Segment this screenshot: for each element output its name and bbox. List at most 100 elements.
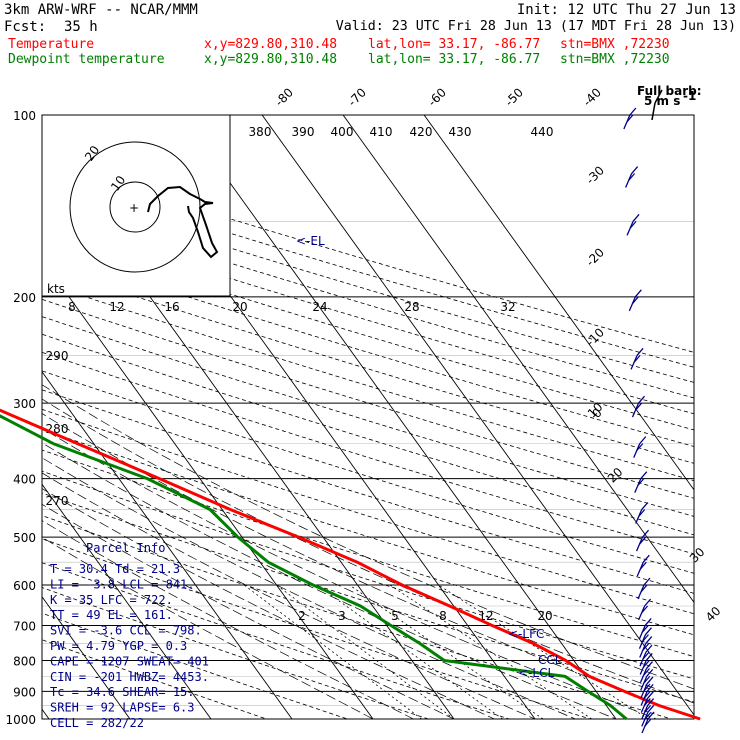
hodograph-speed-tick: 24 (312, 300, 327, 314)
wind-barb (637, 577, 651, 600)
theta-label: 410 (370, 125, 393, 139)
lfc-marker: <-LFC (508, 627, 544, 641)
isotherm (42, 483, 212, 719)
moist-adiabat (42, 427, 658, 719)
parcel-info-row: PW = 4.79 YGP = 0.3 (50, 639, 187, 653)
isotherm-label: -50 (502, 85, 526, 109)
barb-legend-value: 5 m s (644, 94, 680, 108)
wind-barb (635, 502, 649, 524)
dry-adiabat (42, 203, 694, 399)
theta-label: 400 (331, 125, 354, 139)
mixing-ratio-line (276, 584, 455, 719)
legend-dewpoint-xy: x,y=829.80,310.48 (204, 52, 338, 67)
wind-barb (641, 704, 655, 727)
el-marker: <-EL (296, 234, 325, 248)
dry-adiabat (42, 218, 694, 415)
mixing-ratio-label: 8 (439, 609, 447, 623)
dry-adiabat (42, 282, 694, 482)
wind-barb (626, 213, 640, 236)
wind-barb (625, 166, 639, 188)
theta-label: 390 (292, 125, 315, 139)
series-layer (0, 107, 701, 734)
legend-dewpoint-latlon: lat,lon= 33.17, -86.77 (368, 52, 541, 67)
wind-barb (640, 698, 655, 720)
dewpoint-line (0, 414, 628, 721)
wind-barb (634, 471, 648, 493)
wind-barb (631, 395, 646, 418)
wind-barb (639, 653, 653, 675)
legend-temperature-xy: x,y=829.80,310.48 (204, 37, 338, 52)
wind-barb (623, 107, 637, 130)
hodograph-speed-tick: 28 (404, 300, 419, 314)
wind-barb (628, 289, 642, 312)
parcel-info-panel: Parcel Info T = 30.4 Td = 21.3LI = -3.8 … (50, 541, 209, 730)
dry-adiabat (42, 428, 694, 636)
pressure-tick-300: 300 (13, 397, 36, 411)
lcl-marker: <-LCL (518, 666, 554, 680)
hodograph-speed-tick: 12 (109, 300, 124, 314)
mixing-ratio-label: 5 (391, 609, 399, 623)
dry-adiabat (42, 333, 694, 536)
dry-adiabat (42, 389, 694, 594)
isotherm-label: 40 (703, 604, 724, 625)
dry-adiabat (42, 562, 511, 719)
isotherm-label: -70 (345, 85, 369, 109)
parcel-info-row: TT = 49 EL = 161. (50, 608, 173, 622)
parcel-info-row: Tc = 34.6 SHEAR= 15. (50, 685, 195, 699)
theta-label: 420 (410, 125, 433, 139)
theta-label: 440 (531, 125, 554, 139)
plot-frame (41, 114, 695, 720)
pressure-tick-800: 800 (13, 654, 36, 668)
legend-temperature-latlon: lat,lon= 33.17, -86.77 (368, 37, 541, 52)
model-title: 3km ARW-WRF -- NCAR/MMM (4, 2, 198, 18)
theta-label: 380 (249, 125, 272, 139)
moist-adiabat (42, 503, 455, 719)
moist-adiabat (42, 472, 536, 719)
moist-adiabat (42, 488, 496, 719)
wind-barb (633, 436, 647, 458)
dry-adiabat (42, 408, 694, 615)
mixing-ratio-line (438, 584, 649, 719)
dry-adiabat (42, 515, 673, 719)
wind-barb (639, 661, 653, 683)
hodograph-speed-unit: kts (47, 282, 65, 296)
wind-barb (630, 347, 644, 370)
wind-barb (636, 554, 650, 577)
temperature-line (0, 408, 701, 721)
isotherm-label: -80 (272, 85, 296, 109)
wind-barb (640, 683, 654, 706)
parcel-info-row: CIN = -201 HWBZ= 4453. (50, 670, 209, 684)
isotherm (42, 258, 374, 719)
mixing-ratio-label: 3 (338, 609, 346, 623)
pressure-tick-600: 600 (13, 579, 36, 593)
pressure-tick-200: 200 (13, 291, 36, 305)
init-time: Init: 12 UTC Thu 27 Jun 13 (516, 2, 736, 18)
isotherm-label: -10 (583, 325, 607, 349)
isotherm-label: -40 (580, 85, 604, 109)
barb-legend-sup: -1 (683, 89, 696, 103)
hodograph-inset: + 10 20 kts (41, 114, 231, 297)
pressure-axis: 100 200 300 400 500 600 700 800 900 1000 (5, 109, 36, 727)
theta-label: 270 (46, 494, 69, 508)
mixing-ratio-line (389, 584, 592, 719)
dry-adiabat (42, 351, 694, 555)
dry-adiabat (42, 265, 694, 464)
pressure-tick-900: 900 (13, 685, 36, 699)
wind-barb (638, 627, 652, 649)
pressure-tick-100: 100 (13, 109, 36, 123)
wind-barb (640, 668, 654, 691)
isotherm (423, 115, 694, 491)
legend-temperature-name: Temperature (8, 37, 95, 52)
parcel-info-row: LI = -3.8 LCL = 841. (50, 577, 195, 591)
wind-barb (639, 644, 653, 667)
wind-barb (640, 691, 654, 713)
hodograph-speed-tick: 16 (164, 300, 179, 314)
ccl-marker: CCL (538, 653, 562, 667)
hodograph-speed-tick: 20 (232, 300, 247, 314)
pressure-tick-400: 400 (13, 473, 36, 487)
isotherm (42, 371, 293, 719)
parcel-info-row: CAPE = 1207 SWEAT= 401 (50, 654, 209, 668)
wind-barb (635, 529, 650, 552)
isotherm-label: -60 (425, 85, 449, 109)
pressure-tick-1000: 1000 (5, 713, 36, 727)
